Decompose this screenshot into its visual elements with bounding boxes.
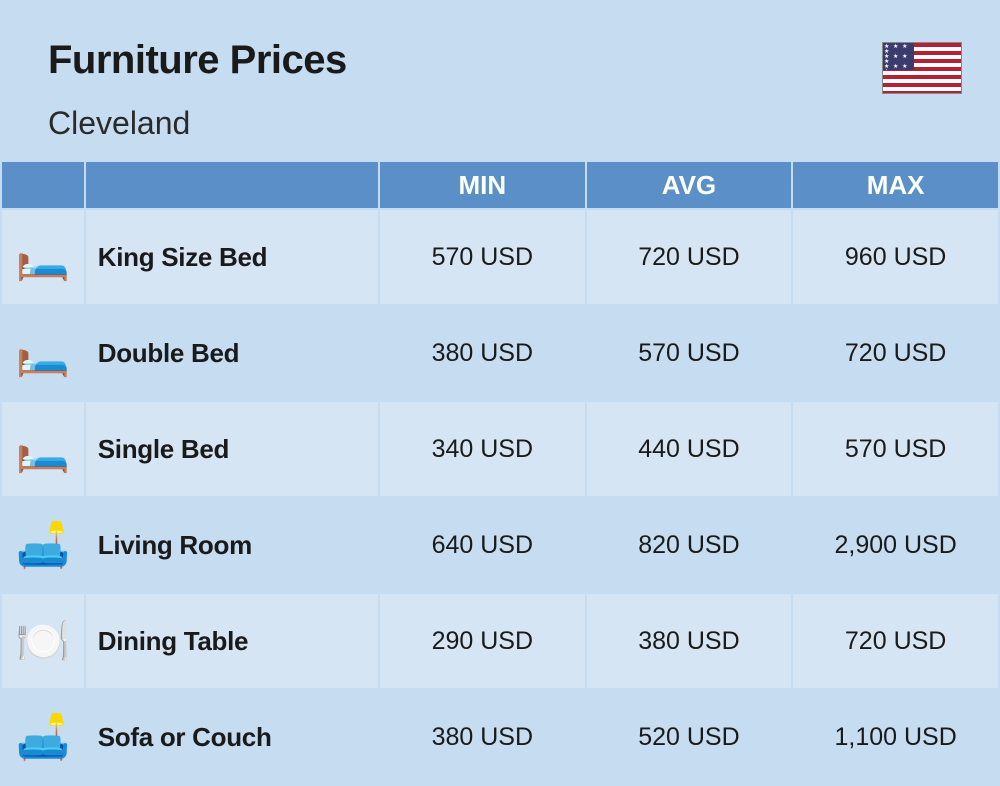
price-max: 1,100 USD — [793, 690, 998, 784]
col-header-min: MIN — [380, 162, 585, 208]
table-row: 🛏️ Double Bed 380 USD 570 USD 720 USD — [2, 306, 998, 400]
price-min: 290 USD — [380, 594, 585, 688]
furniture-icon: 🛏️ — [2, 306, 84, 400]
price-min: 640 USD — [380, 498, 585, 592]
furniture-icon: 🛏️ — [2, 210, 84, 304]
table-row: 🛋️ Living Room 640 USD 820 USD 2,900 USD — [2, 498, 998, 592]
price-min: 570 USD — [380, 210, 585, 304]
col-header-icon — [2, 162, 84, 208]
page-title: Furniture Prices — [48, 38, 952, 83]
price-max: 720 USD — [793, 594, 998, 688]
usa-flag-icon: ★ ★ ★ ★★ ★ ★ ★★ ★ ★ ★★ ★ ★ ★ — [882, 42, 962, 94]
price-avg: 820 USD — [587, 498, 792, 592]
furniture-icon: 🍽️ — [2, 594, 84, 688]
furniture-name: Sofa or Couch — [86, 690, 378, 784]
price-min: 380 USD — [380, 306, 585, 400]
price-min: 380 USD — [380, 690, 585, 784]
page-subtitle: Cleveland — [48, 105, 952, 142]
col-header-max: MAX — [793, 162, 998, 208]
furniture-name: Single Bed — [86, 402, 378, 496]
table-row: 🛏️ King Size Bed 570 USD 720 USD 960 USD — [2, 210, 998, 304]
price-max: 2,900 USD — [793, 498, 998, 592]
furniture-name: Double Bed — [86, 306, 378, 400]
table-row: 🛋️ Sofa or Couch 380 USD 520 USD 1,100 U… — [2, 690, 998, 784]
price-avg: 570 USD — [587, 306, 792, 400]
price-max: 720 USD — [793, 306, 998, 400]
price-avg: 720 USD — [587, 210, 792, 304]
table-row: 🛏️ Single Bed 340 USD 440 USD 570 USD — [2, 402, 998, 496]
price-avg: 440 USD — [587, 402, 792, 496]
price-avg: 380 USD — [587, 594, 792, 688]
furniture-icon: 🛋️ — [2, 690, 84, 784]
price-avg: 520 USD — [587, 690, 792, 784]
table-header-row: MIN AVG MAX — [2, 162, 998, 208]
col-header-name — [86, 162, 378, 208]
furniture-name: Living Room — [86, 498, 378, 592]
table-row: 🍽️ Dining Table 290 USD 380 USD 720 USD — [2, 594, 998, 688]
price-max: 960 USD — [793, 210, 998, 304]
furniture-price-table: MIN AVG MAX 🛏️ King Size Bed 570 USD 720… — [0, 160, 1000, 786]
price-min: 340 USD — [380, 402, 585, 496]
col-header-avg: AVG — [587, 162, 792, 208]
header: Furniture Prices Cleveland ★ ★ ★ ★★ ★ ★ … — [0, 0, 1000, 160]
furniture-name: Dining Table — [86, 594, 378, 688]
furniture-name: King Size Bed — [86, 210, 378, 304]
furniture-icon: 🛋️ — [2, 498, 84, 592]
price-max: 570 USD — [793, 402, 998, 496]
furniture-icon: 🛏️ — [2, 402, 84, 496]
